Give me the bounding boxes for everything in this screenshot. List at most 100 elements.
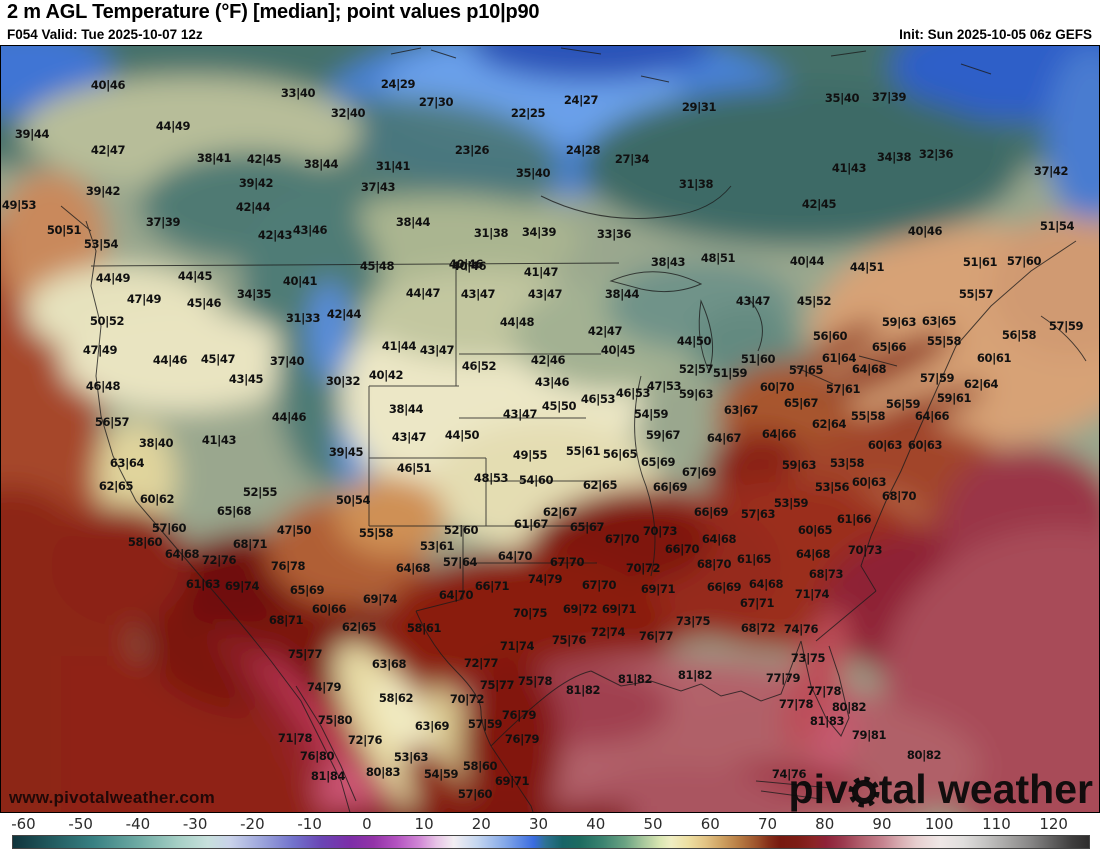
point-value: 63|67 bbox=[723, 403, 759, 417]
point-value: 41|43 bbox=[831, 161, 867, 175]
point-value: 64|66 bbox=[914, 409, 950, 423]
point-value: 81|82 bbox=[565, 683, 601, 697]
point-value: 62|65 bbox=[341, 620, 377, 634]
point-value: 72|77 bbox=[463, 656, 499, 670]
point-value: 56|60 bbox=[812, 329, 848, 343]
point-value: 60|61 bbox=[976, 351, 1012, 365]
colorbar-tick: -20 bbox=[240, 815, 265, 833]
point-value: 64|68 bbox=[748, 577, 784, 591]
point-value: 38|40 bbox=[138, 436, 174, 450]
point-value: 34|39 bbox=[521, 225, 557, 239]
point-value: 67|71 bbox=[739, 596, 775, 610]
point-value: 43|45 bbox=[228, 372, 264, 386]
colorbar-tick: -40 bbox=[125, 815, 151, 833]
point-value: 39|42 bbox=[238, 176, 274, 190]
point-value: 44|49 bbox=[155, 119, 191, 133]
colorbar-tick: 120 bbox=[1039, 815, 1068, 833]
point-value: 57|61 bbox=[825, 382, 861, 396]
point-value: 69|74 bbox=[224, 579, 260, 593]
point-value: 45|46 bbox=[186, 296, 222, 310]
point-value: 60|66 bbox=[311, 602, 347, 616]
point-value: 72|76 bbox=[201, 553, 237, 567]
point-value: 60|65 bbox=[797, 523, 833, 537]
point-value: 40|41 bbox=[282, 274, 318, 288]
point-value: 61|64 bbox=[821, 351, 857, 365]
point-value: 59|63 bbox=[678, 387, 714, 401]
point-value: 43|46 bbox=[292, 223, 328, 237]
point-value: 42|44 bbox=[235, 200, 271, 214]
point-value: 53|61 bbox=[419, 539, 455, 553]
point-value: 55|58 bbox=[850, 409, 886, 423]
colorbar-tick: 90 bbox=[872, 815, 892, 833]
point-value: 81|83 bbox=[809, 714, 845, 728]
point-value: 53|63 bbox=[393, 750, 429, 764]
point-value: 62|65 bbox=[98, 479, 134, 493]
point-value: 43|47 bbox=[735, 294, 771, 308]
point-value: 64|66 bbox=[761, 427, 797, 441]
point-value: 42|47 bbox=[587, 324, 623, 338]
brand-prefix: piv bbox=[788, 766, 848, 812]
point-value: 32|40 bbox=[330, 106, 366, 120]
point-value: 64|68 bbox=[701, 532, 737, 546]
point-value: 65|69 bbox=[289, 583, 325, 597]
point-value: 46|53 bbox=[615, 386, 651, 400]
point-value: 71|74 bbox=[794, 587, 830, 601]
point-value: 79|81 bbox=[851, 728, 887, 742]
point-value: 42|43 bbox=[257, 228, 293, 242]
point-value: 74|79 bbox=[527, 572, 563, 586]
point-value: 33|36 bbox=[596, 227, 632, 241]
brand-suffix: tal weather bbox=[878, 766, 1093, 812]
point-value: 52|55 bbox=[242, 485, 278, 499]
point-value: 61|66 bbox=[836, 512, 872, 526]
colorbar-tick: 0 bbox=[362, 815, 372, 833]
point-value: 41|43 bbox=[201, 433, 237, 447]
point-value: 39|45 bbox=[328, 445, 364, 459]
colorbar-tick: 30 bbox=[529, 815, 549, 833]
point-value: 51|61 bbox=[962, 255, 998, 269]
point-value: 64|68 bbox=[395, 561, 431, 575]
point-value: 48|51 bbox=[700, 251, 736, 265]
point-value: 55|57 bbox=[958, 287, 994, 301]
point-value: 62|64 bbox=[811, 417, 847, 431]
point-value: 49|55 bbox=[512, 448, 548, 462]
point-value: 70|73 bbox=[642, 524, 678, 538]
point-value: 58|62 bbox=[378, 691, 414, 705]
point-value: 44|48 bbox=[499, 315, 535, 329]
point-value: 43|47 bbox=[502, 407, 538, 421]
point-value: 45|50 bbox=[541, 399, 577, 413]
colorbar-tick: 10 bbox=[414, 815, 434, 833]
colorbar-tick: 110 bbox=[982, 815, 1011, 833]
colorbar-tick: -10 bbox=[297, 815, 322, 833]
point-value: 57|59 bbox=[1048, 319, 1084, 333]
point-value: 57|60 bbox=[151, 521, 187, 535]
point-value: 58|60 bbox=[127, 535, 163, 549]
colorbar-tick: 20 bbox=[471, 815, 491, 833]
point-value: 80|83 bbox=[365, 765, 401, 779]
point-value: 75|77 bbox=[479, 678, 515, 692]
point-value: 81|84 bbox=[310, 769, 346, 783]
temperature-field bbox=[1, 46, 1099, 812]
point-value: 53|59 bbox=[773, 496, 809, 510]
point-value: 44|46 bbox=[271, 410, 307, 424]
point-value: 54|59 bbox=[633, 407, 669, 421]
point-value: 68|73 bbox=[808, 567, 844, 581]
point-value: 46|53 bbox=[580, 392, 616, 406]
point-value: 71|74 bbox=[499, 639, 535, 653]
point-value: 58|61 bbox=[406, 621, 442, 635]
point-value: 41|47 bbox=[523, 265, 559, 279]
point-value: 60|70 bbox=[759, 380, 795, 394]
point-value: 43|47 bbox=[527, 287, 563, 301]
point-value: 32|36 bbox=[918, 147, 954, 161]
point-value: 59|63 bbox=[781, 458, 817, 472]
point-value: 74|79 bbox=[306, 680, 342, 694]
point-value: 56|65 bbox=[602, 447, 638, 461]
point-value: 39|44 bbox=[14, 127, 50, 141]
point-value: 46|48 bbox=[85, 379, 121, 393]
point-value: 50|51 bbox=[46, 223, 82, 237]
point-value: 64|67 bbox=[706, 431, 742, 445]
point-value: 58|60 bbox=[462, 759, 498, 773]
point-value: 46|52 bbox=[461, 359, 497, 373]
point-value: 43|46 bbox=[534, 375, 570, 389]
point-value: 37|40 bbox=[269, 354, 305, 368]
